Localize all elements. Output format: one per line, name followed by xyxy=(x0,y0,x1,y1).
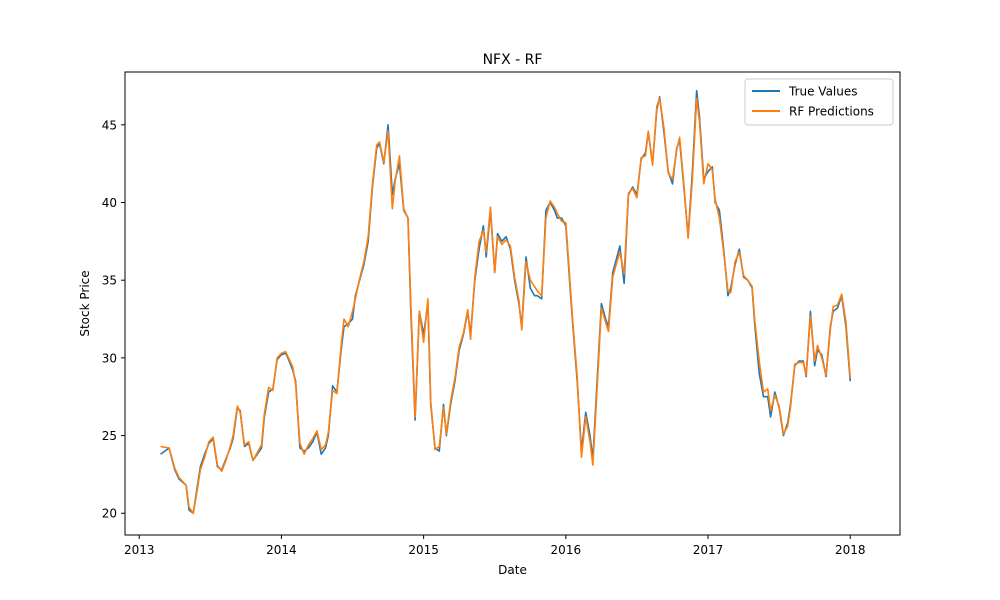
x-tick-label: 2016 xyxy=(551,543,582,557)
y-tick-label: 30 xyxy=(102,351,117,365)
axes-frame xyxy=(124,71,901,536)
y-tick-label: 20 xyxy=(102,507,117,521)
y-tick-label: 45 xyxy=(102,118,117,132)
legend-box xyxy=(744,78,894,126)
series-line-rf-predictions xyxy=(160,97,852,515)
y-axis-label: Stock Price xyxy=(78,270,92,336)
x-tick-label: 2013 xyxy=(124,543,155,557)
plot-area xyxy=(124,71,901,536)
y-tick-label: 35 xyxy=(102,274,117,288)
y-tick-label: 40 xyxy=(102,196,117,210)
x-tick-label: 2015 xyxy=(408,543,439,557)
x-tick-label: 2014 xyxy=(266,543,297,557)
x-tick-label: 2017 xyxy=(693,543,724,557)
legend-label-true-values: True Values xyxy=(788,85,858,99)
series-layer xyxy=(160,89,852,515)
x-axis: 2013 2014 2015 2016 2017 2018 xyxy=(124,535,866,557)
x-axis-label: Date xyxy=(498,563,527,577)
legend: True Values RF Predictions xyxy=(744,78,894,126)
x-tick-label: 2018 xyxy=(835,543,866,557)
y-axis: 20 25 30 35 40 45 xyxy=(102,118,125,521)
y-tick-label: 25 xyxy=(102,429,117,443)
chart-title: NFX - RF xyxy=(483,52,543,68)
legend-label-rf-predictions: RF Predictions xyxy=(789,105,874,119)
